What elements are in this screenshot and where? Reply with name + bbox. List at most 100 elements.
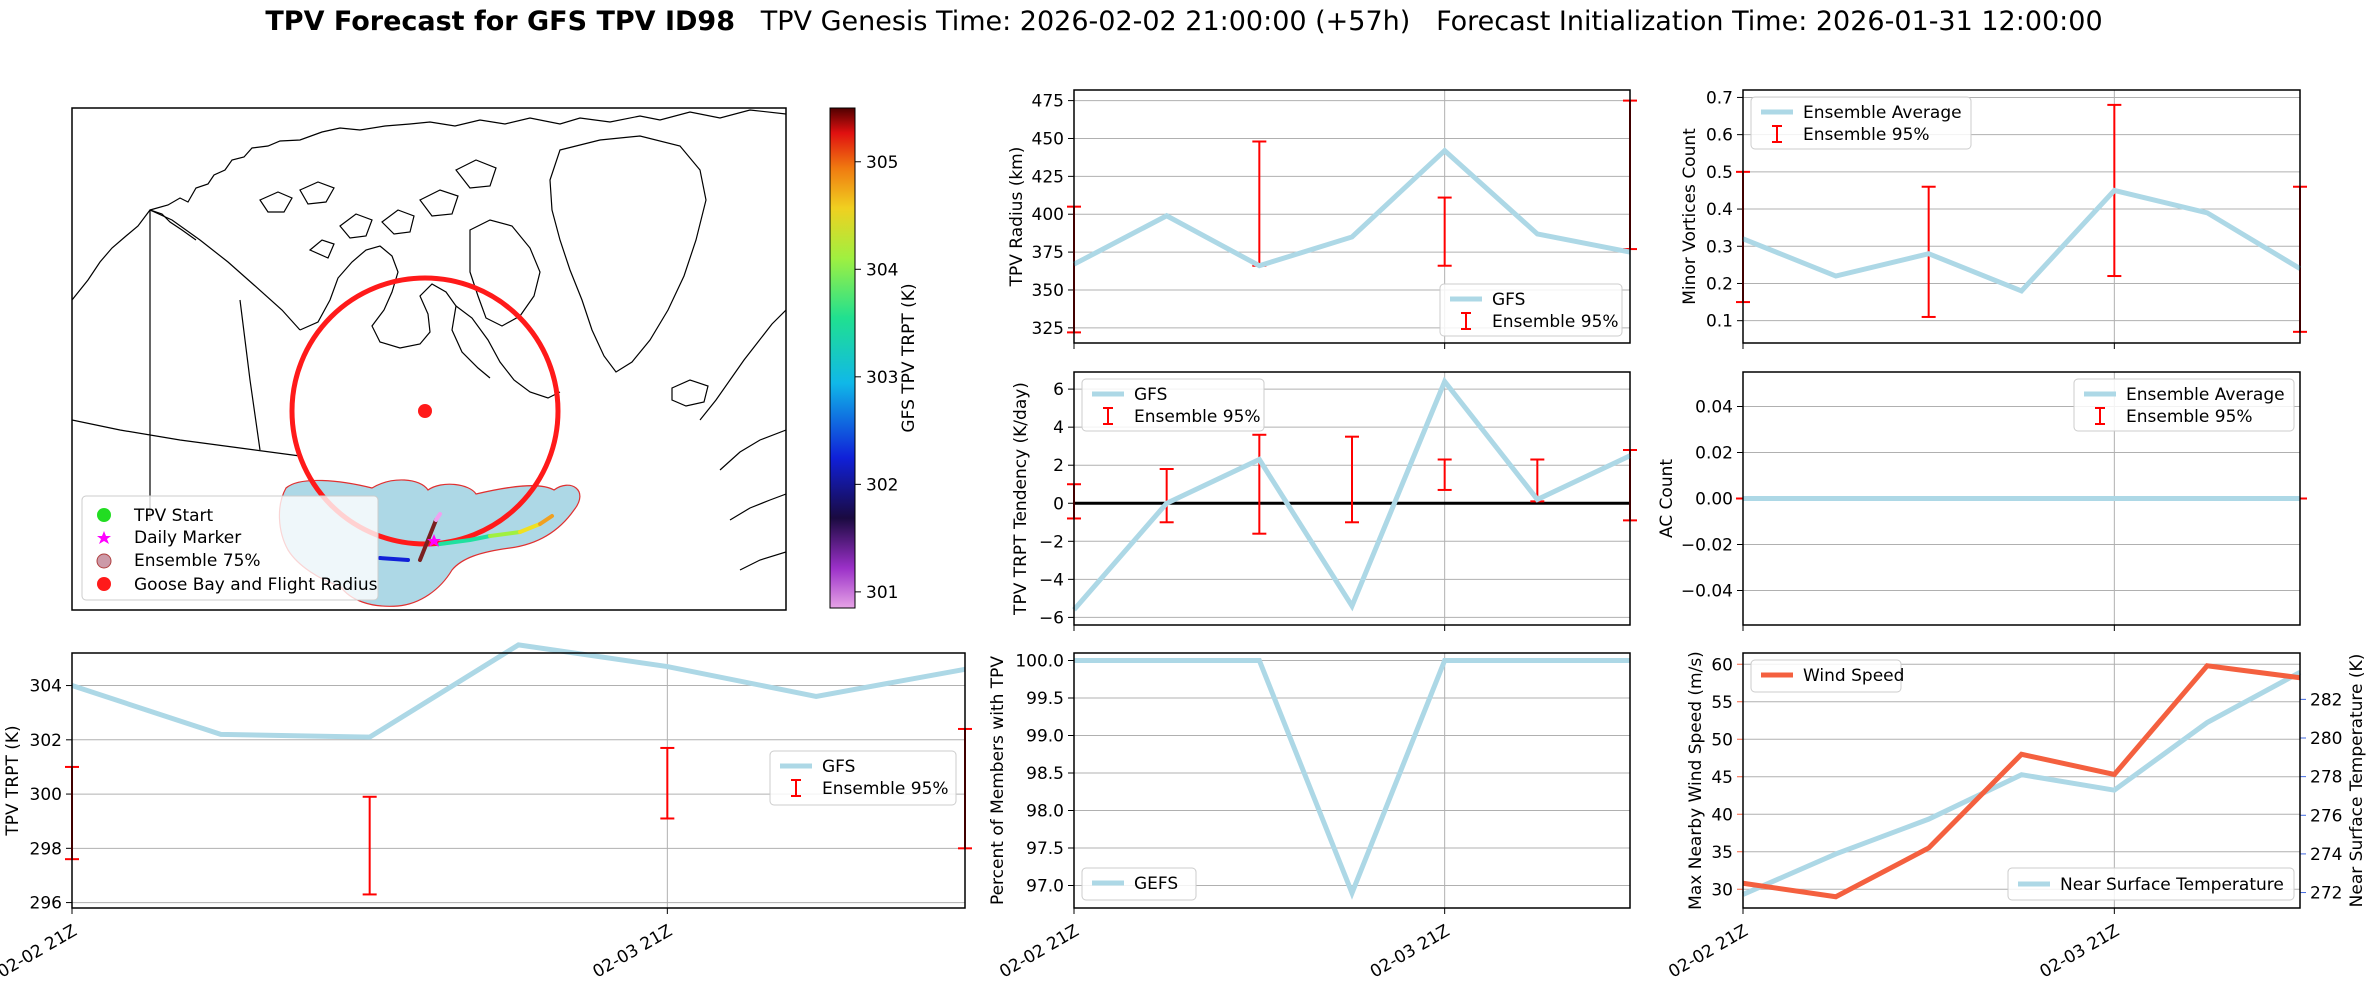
- series-line: [71, 642, 966, 740]
- legend-entry: Ensemble 95%: [2126, 407, 2253, 427]
- y-tick-label: −2: [1039, 532, 1064, 552]
- legend-entry: GFS: [1134, 385, 1167, 405]
- series-temperature-line: [1741, 670, 2302, 897]
- plot-frame: [1073, 652, 1631, 909]
- legend-goose-bay: Goose Bay and Flight Radius: [134, 575, 378, 595]
- y-tick-label: 30: [1711, 880, 1733, 900]
- legend-entry: Ensemble 95%: [822, 779, 949, 799]
- legend-wind-temperature: Near Surface Temperature: [2007, 867, 2295, 901]
- title-main: TPV Forecast for GFS TPV ID98: [265, 6, 735, 37]
- y-tick-label: 0.6: [1706, 126, 1733, 146]
- y-tick-label: 45: [1711, 768, 1733, 788]
- y-tick-label: −4: [1039, 570, 1064, 590]
- y-tick-label: 0.3: [1706, 237, 1733, 257]
- map-labrador: [455, 305, 561, 399]
- y-tick-label: 98.5: [1026, 764, 1064, 784]
- figure-title: TPV Forecast for GFS TPV ID98 TPV Genesi…: [0, 6, 2368, 37]
- tpv-track: [378, 512, 554, 562]
- y-tick-label: 0.5: [1706, 163, 1733, 183]
- y-tick-label: 400: [1032, 205, 1064, 225]
- y-tick-label: 475: [1032, 92, 1064, 112]
- map-panel: TPV Start Daily Marker Ensemble 75% Goos…: [71, 107, 919, 611]
- colorbar-tick-label: 304: [866, 260, 898, 280]
- y-tick-label: 99.0: [1026, 727, 1064, 747]
- y-tick-label: 97.0: [1026, 877, 1064, 897]
- legend-goose-bay-icon: [97, 577, 111, 591]
- colorbar-tick-label: 301: [866, 583, 898, 603]
- legend-daily-marker-icon: [97, 531, 111, 544]
- y-tick-label: 0.4: [1706, 200, 1733, 220]
- legend-box: [2007, 867, 2295, 901]
- y-tick-label: 450: [1032, 129, 1064, 149]
- legend-entry: Ensemble Average: [2126, 385, 2285, 405]
- x-tick-label: 02-02 21Z: [996, 921, 1082, 982]
- colorbar: 301 302 303 304 305 GFS TPV TRPT (K): [829, 107, 919, 609]
- colorbar-tick-label: 305: [866, 153, 898, 173]
- map-boundaries: [72, 210, 301, 520]
- y-tick-label: 325: [1032, 319, 1064, 339]
- y-tick-label: 0: [1053, 494, 1064, 514]
- y-tick-label: 98.0: [1026, 802, 1064, 822]
- map-europe: [699, 309, 786, 571]
- legend-entry: Near Surface Temperature: [2060, 875, 2284, 895]
- panel-percent: 97.0 97.5 98.0 98.5 99.0 99.5 100.0 Percent of …: [988, 652, 1631, 982]
- y-axis-label: Minor Vortices Count: [1680, 128, 1700, 305]
- y-tick-label: −6: [1039, 608, 1064, 628]
- legend-box: [1081, 378, 1265, 432]
- map-coastline-alaska: [72, 209, 197, 301]
- plot-frame: [1742, 371, 2301, 626]
- legend-entry: Wind Speed: [1803, 666, 1904, 686]
- legend-entry: Ensemble Average: [1803, 103, 1962, 123]
- panel-trpt: 296 298 300 302 304 TPV TRPT (K) 02-02 21Z 02-0…: [0, 642, 972, 982]
- series-wind-line: [1742, 663, 2301, 900]
- colorbar-gradient: [829, 107, 856, 609]
- y-tick-label: 350: [1032, 281, 1064, 301]
- y-tick-label: 0.00: [1695, 490, 1733, 510]
- y-tick-label: 97.5: [1026, 839, 1064, 859]
- y-axis-label: Percent of Members with TPV: [988, 656, 1008, 905]
- y-axis-label: TPV TRPT (K): [3, 725, 23, 836]
- legend-entry: Ensemble 95%: [1803, 125, 1930, 145]
- legend-entry: GFS: [822, 757, 855, 777]
- y-tick-label: 304: [30, 677, 62, 697]
- x-tick-label: 02-03 21Z: [2037, 921, 2123, 982]
- panel-tendency: −6 −4 −2 0 2 4 6 TPV TRPT Tendency (K/day) GFSEn…: [1011, 371, 1637, 631]
- y2-tick-label: 274: [2310, 845, 2342, 865]
- map-baffin: [469, 219, 541, 327]
- y2-tick-label: 272: [2310, 884, 2342, 904]
- y-tick-label: 298: [30, 839, 62, 859]
- legend-tpv-start: TPV Start: [133, 506, 214, 526]
- map-greenland: [549, 135, 707, 373]
- y-axis-label: AC Count: [1657, 459, 1677, 538]
- y-tick-label: 0.1: [1706, 312, 1733, 332]
- map-arctic-islands: [259, 159, 497, 259]
- y-tick-label: 302: [30, 731, 62, 751]
- x-tick-label: 02-03 21Z: [590, 921, 676, 982]
- legend-ensemble-icon: [96, 553, 112, 569]
- y-tick-label: 4: [1053, 418, 1064, 438]
- legend-entry: Ensemble 95%: [1134, 407, 1261, 427]
- x-tick-label: 02-02 21Z: [0, 921, 81, 982]
- y2-tick-label: 282: [2310, 690, 2342, 710]
- y-tick-label: 55: [1711, 693, 1733, 713]
- plot-frame: [1742, 89, 2301, 344]
- plot-frame: [1073, 89, 1631, 344]
- y-tick-label: 296: [30, 894, 62, 914]
- y-axis-label: Max Nearby Wind Speed (m/s): [1686, 651, 1706, 910]
- y2-axis-label: Near Surface Temperature (K): [2347, 654, 2367, 908]
- panel-radius: 325 350 375 400 425 450 475 TPV Radius (km) GFSE…: [1007, 89, 1637, 349]
- daily-marker: [427, 534, 441, 547]
- plot-frame: [1742, 652, 2301, 909]
- y2-tick-label: 278: [2310, 768, 2342, 788]
- legend-box: [1439, 283, 1623, 337]
- series-line: [1074, 658, 1630, 900]
- colorbar-label: GFS TPV TRPT (K): [899, 283, 919, 432]
- y-tick-label: 300: [30, 785, 62, 805]
- y-tick-label: 0.7: [1706, 88, 1733, 108]
- legend-box: [1750, 659, 1902, 693]
- series-line: [1072, 147, 1631, 269]
- plot-area-wind: [1743, 653, 2300, 908]
- y-tick-label: 2: [1053, 456, 1064, 476]
